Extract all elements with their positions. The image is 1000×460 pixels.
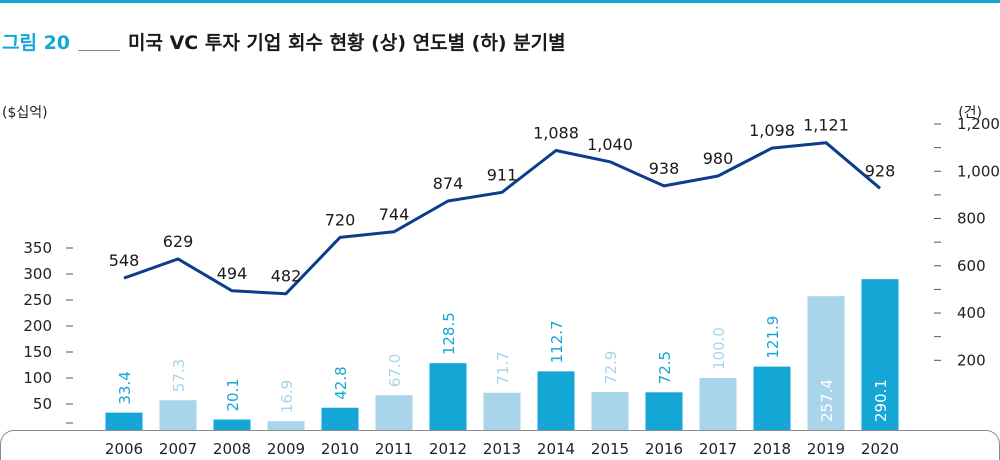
right-axis-tick-label: 1,200 — [957, 115, 1000, 133]
bar — [267, 421, 305, 430]
line-value-label: 911 — [487, 165, 518, 184]
bar-value-label: 112.7 — [548, 320, 566, 363]
left-axis-tick-label: 350 — [23, 239, 52, 257]
line-value-label: 1,040 — [587, 135, 633, 154]
left-axis-unit: ($십억) — [2, 105, 48, 121]
bar-value-label: 33.4 — [116, 371, 134, 404]
line-series — [123, 141, 881, 296]
right-axis-tick-label: 1,000 — [957, 162, 1000, 180]
line-value-label: 874 — [433, 174, 464, 193]
line-value-label: 938 — [649, 159, 680, 178]
x-axis-category-label: 2016 — [645, 440, 683, 457]
x-axis-category-label: 2019 — [807, 440, 845, 457]
bar — [591, 392, 629, 430]
bar — [213, 419, 251, 430]
left-axis-tick-label: 300 — [23, 265, 52, 283]
left-axis-tick-label: 50 — [33, 395, 52, 413]
bar — [537, 371, 575, 430]
x-axis-category-label: 2018 — [753, 440, 791, 457]
x-axis-category-label: 2020 — [861, 440, 899, 457]
bar — [753, 366, 791, 430]
line-value-label: 928 — [865, 161, 896, 180]
bar — [861, 279, 899, 430]
figure-header: 그림 20 미국 VC 투자 기업 회수 현황 (상) 연도별 (하) 분기별 — [2, 28, 566, 54]
line-value-label: 548 — [109, 251, 140, 270]
x-axis-category-label: 2014 — [537, 440, 575, 457]
right-axis-unit: (건) — [958, 105, 982, 121]
left-axis-tick-label: 200 — [23, 317, 52, 335]
bar-value-label: 128.5 — [440, 312, 458, 355]
title-divider — [78, 50, 121, 51]
bar-value-label: 100.0 — [710, 327, 728, 370]
bar-value-label: 121.9 — [764, 316, 782, 359]
line-value-label: 1,121 — [803, 116, 849, 135]
x-axis-category-label: 2009 — [267, 440, 305, 457]
line-value-label: 629 — [163, 232, 194, 251]
bar-value-label: 57.3 — [170, 359, 188, 392]
right-axis-tick-label: 800 — [957, 210, 986, 228]
x-axis-category-label: 2013 — [483, 440, 521, 457]
line-value-label: 494 — [217, 264, 248, 283]
bar-value-label: 257.4 — [818, 379, 836, 422]
bar — [645, 392, 683, 430]
bar — [375, 395, 413, 430]
x-axis-category-label: 2006 — [105, 440, 143, 457]
line-value-label: 980 — [703, 149, 734, 168]
bar-value-label: 72.5 — [656, 351, 674, 384]
line-value-label: 720 — [325, 210, 356, 229]
line-value-label: 1,088 — [533, 123, 579, 142]
bar-value-label: 20.1 — [224, 378, 242, 411]
line-value-label: 482 — [271, 267, 302, 286]
x-axis-category-label: 2012 — [429, 440, 467, 457]
x-axis-category-label: 2010 — [321, 440, 359, 457]
line-value-label: 744 — [379, 205, 410, 224]
bar — [321, 407, 359, 430]
line-value-label: 1,098 — [749, 121, 795, 140]
bar-value-label: 42.8 — [332, 366, 350, 399]
bar-value-label: 72.9 — [602, 351, 620, 384]
x-axis-category-label: 2015 — [591, 440, 629, 457]
left-axis-tick-label: 150 — [23, 343, 52, 361]
bar-value-label: 67.0 — [386, 354, 404, 387]
right-axis-tick-label: 600 — [957, 257, 986, 275]
left-axis-tick-label: 100 — [23, 369, 52, 387]
bar-value-label: 290.1 — [872, 379, 890, 422]
bar — [483, 392, 521, 430]
right-axis-tick-label: 400 — [957, 304, 986, 322]
bar — [105, 412, 143, 430]
bottom-frame — [0, 430, 1000, 460]
bar — [429, 363, 467, 430]
top-accent-rule — [0, 0, 1000, 3]
x-axis-category-label: 2011 — [375, 440, 413, 457]
bar-value-label: 71.7 — [494, 351, 512, 384]
right-axis-tick-label: 200 — [957, 351, 986, 369]
x-axis-category-label: 2008 — [213, 440, 251, 457]
bar — [699, 378, 737, 430]
figure-number: 그림 20 — [2, 32, 71, 54]
bar — [159, 400, 197, 430]
bar — [807, 296, 845, 430]
left-axis-tick-label: 250 — [23, 291, 52, 309]
x-axis-category-label: 2007 — [159, 440, 197, 457]
bar-value-label: 16.9 — [278, 380, 296, 413]
x-axis-category-label: 2017 — [699, 440, 737, 457]
figure-title: 미국 VC 투자 기업 회수 현황 (상) 연도별 (하) 분기별 — [128, 32, 566, 54]
